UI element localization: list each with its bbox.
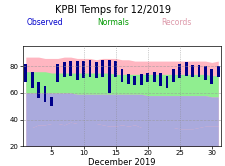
Bar xyxy=(56,64,59,82)
Bar xyxy=(178,64,180,78)
X-axis label: December 2019: December 2019 xyxy=(88,158,155,166)
Bar xyxy=(146,73,149,82)
Bar xyxy=(171,69,174,82)
Bar xyxy=(203,66,206,80)
Bar xyxy=(165,76,168,88)
Bar xyxy=(190,65,193,77)
Bar xyxy=(94,62,97,78)
Bar xyxy=(82,61,85,78)
Bar xyxy=(133,76,136,85)
Bar xyxy=(107,60,110,93)
Bar xyxy=(120,69,123,82)
Bar xyxy=(63,62,65,77)
Bar xyxy=(216,66,219,77)
Bar xyxy=(69,61,72,76)
Bar xyxy=(158,73,161,86)
Text: Records: Records xyxy=(160,18,191,27)
Bar xyxy=(152,72,155,82)
Bar xyxy=(139,74,142,85)
Bar xyxy=(24,64,27,82)
Bar xyxy=(75,61,78,80)
Bar xyxy=(197,65,200,77)
Bar xyxy=(209,69,212,84)
Bar xyxy=(88,60,91,77)
Bar xyxy=(50,97,53,106)
Bar xyxy=(126,74,129,84)
Bar xyxy=(31,72,34,88)
Bar xyxy=(101,60,104,77)
Bar xyxy=(43,86,46,102)
Bar xyxy=(184,62,187,76)
Bar xyxy=(114,61,117,77)
Text: KPBI Temps for 12/2019: KPBI Temps for 12/2019 xyxy=(55,5,170,15)
Text: Observed: Observed xyxy=(27,18,63,27)
Bar xyxy=(37,82,40,98)
Text: Normals: Normals xyxy=(97,18,128,27)
